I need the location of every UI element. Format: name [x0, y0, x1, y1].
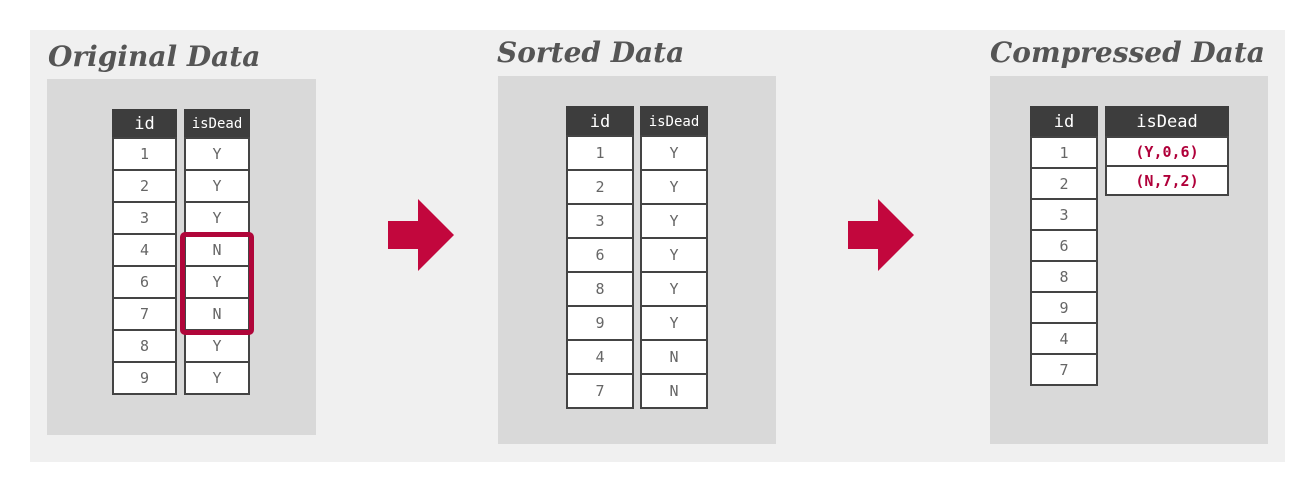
compressed-isdead-header: isDead: [1105, 106, 1229, 138]
compressed-ids-cell: 4: [1030, 322, 1098, 355]
original-ids-cell: 3: [112, 201, 177, 235]
compressed-isdead-cell: (Y,0,6): [1105, 136, 1229, 167]
sorted-data-title: Sorted Data: [497, 36, 685, 69]
nonsorted-highlight-box: [180, 232, 254, 335]
original-isdead-cell: Y: [184, 169, 250, 203]
right-arrow-icon: [848, 199, 914, 271]
sorted-isdead-cell: Y: [640, 169, 708, 205]
sorted-ids-cell: 8: [566, 271, 634, 307]
sorted-ids-cell: 2: [566, 169, 634, 205]
sorted-isdead-cell: N: [640, 373, 708, 409]
original-id-header: id: [112, 109, 177, 139]
compressed-data-title: Compressed Data: [990, 36, 1265, 69]
compressed-isdead-cell: (N,7,2): [1105, 165, 1229, 196]
original-isdead-cell: N: [184, 233, 250, 267]
sorted-isdead-cell: Y: [640, 203, 708, 239]
compressed-ids-cell: 6: [1030, 229, 1098, 262]
original-data-panel: id 1 2 3 4 6 7 8 9 isDead Y Y Y N Y N Y Y: [47, 79, 316, 435]
compressed-ids-cell: 9: [1030, 291, 1098, 324]
original-ids-cell: 8: [112, 329, 177, 363]
original-isdead-cell: Y: [184, 361, 250, 395]
sorted-data-panel: id 1 2 3 6 8 9 4 7 isDead Y Y Y Y Y Y N N: [498, 76, 776, 444]
original-isdead-cell: Y: [184, 137, 250, 171]
original-ids-cell: 4: [112, 233, 177, 267]
compressed-ids-cell: 1: [1030, 136, 1098, 169]
sorted-isdead-cell: Y: [640, 135, 708, 171]
sorted-ids-cell: 6: [566, 237, 634, 273]
right-arrow-icon: [388, 199, 454, 271]
sorted-isdead-cell: N: [640, 339, 708, 375]
original-isdead-header: isDead: [184, 109, 250, 139]
sorted-ids-cell: 3: [566, 203, 634, 239]
original-ids-cell: 9: [112, 361, 177, 395]
compressed-ids-cell: 8: [1030, 260, 1098, 293]
sorted-isdead-header: isDead: [640, 106, 708, 137]
original-ids-cell: 2: [112, 169, 177, 203]
original-isdead-cell: Y: [184, 201, 250, 235]
original-ids-cell: 6: [112, 265, 177, 299]
sorted-isdead-cell: Y: [640, 305, 708, 341]
sorted-isdead-cell: Y: [640, 271, 708, 307]
sorted-id-header: id: [566, 106, 634, 137]
sorted-ids-cell: 1: [566, 135, 634, 171]
compressed-data-panel: id 1 2 3 6 8 9 4 7 isDead (Y,0,6) (N,7,2): [990, 76, 1268, 444]
original-isdead-cell: N: [184, 297, 250, 331]
compressed-id-header: id: [1030, 106, 1098, 138]
original-data-title: Original Data: [48, 40, 261, 73]
sorted-isdead-cell: Y: [640, 237, 708, 273]
compressed-ids-cell: 2: [1030, 167, 1098, 200]
sorted-ids-cell: 7: [566, 373, 634, 409]
sorted-ids-cell: 4: [566, 339, 634, 375]
original-ids-cell: 7: [112, 297, 177, 331]
compressed-ids-cell: 7: [1030, 353, 1098, 386]
sorted-ids-cell: 9: [566, 305, 634, 341]
compressed-ids-cell: 3: [1030, 198, 1098, 231]
original-ids-cell: 1: [112, 137, 177, 171]
